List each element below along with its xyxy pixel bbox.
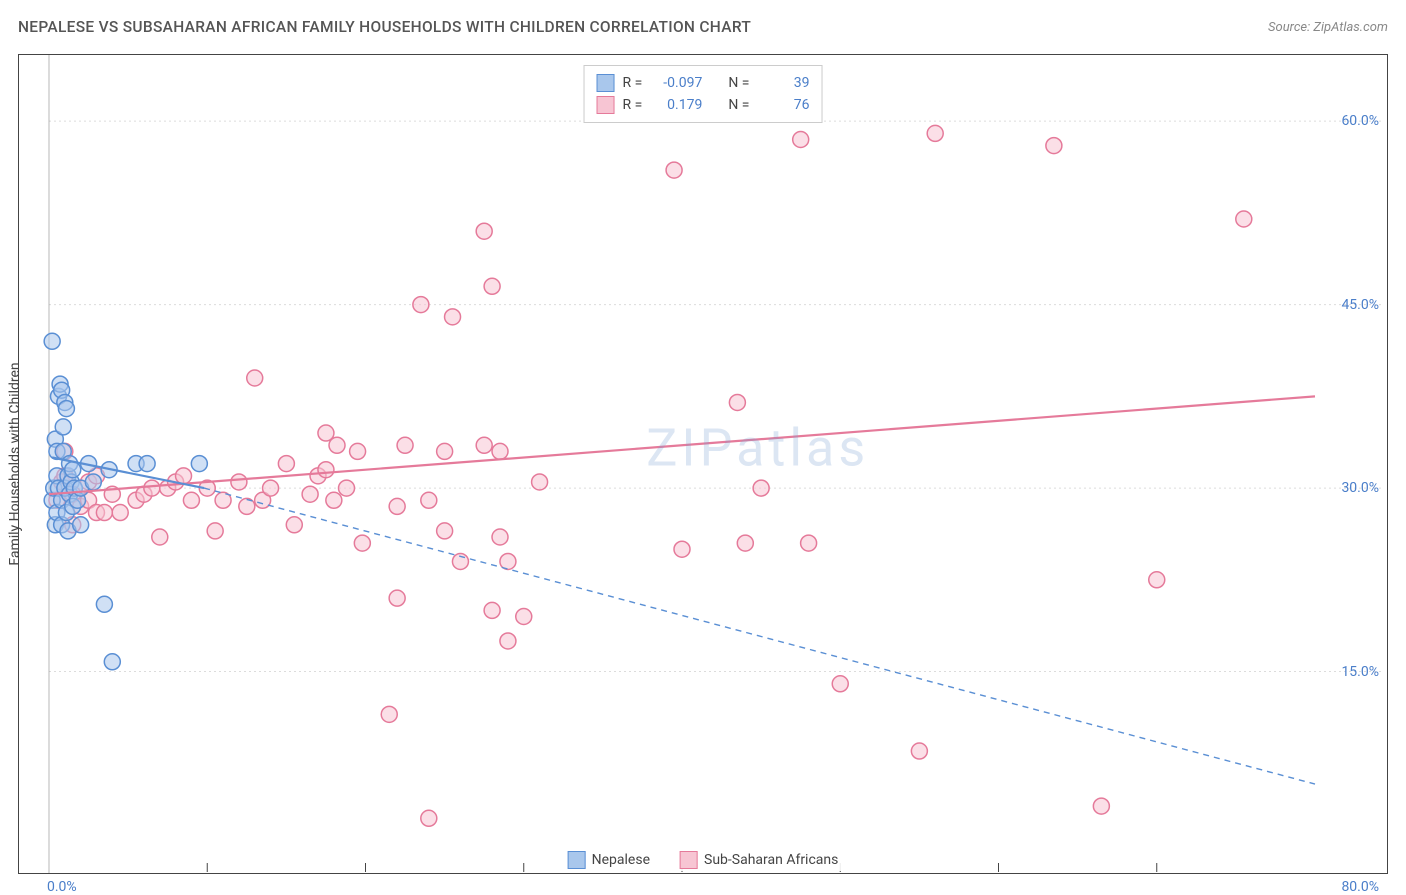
legend-label-nepalese: Nepalese	[592, 852, 650, 868]
legend-item-nepalese: Nepalese	[568, 851, 650, 869]
y-tick-label: 60.0%	[1341, 113, 1379, 129]
x-origin-label: 0.0%	[47, 879, 77, 895]
legend-label-subsaharan: Sub-Saharan Africans	[704, 852, 838, 868]
y-tick-label: 15.0%	[1341, 664, 1379, 680]
legend-row-nepalese: R = -0.097 N = 39	[597, 72, 810, 94]
chart-header: NEPALESE VS SUBSAHARAN AFRICAN FAMILY HO…	[18, 18, 1388, 36]
correlation-legend: R = -0.097 N = 39 R = 0.179 N = 76	[584, 65, 823, 123]
series-legend: Nepalese Sub-Saharan Africans	[560, 849, 847, 871]
swatch-subsaharan	[597, 96, 615, 114]
n-value-subsaharan: 76	[757, 97, 809, 113]
x-max-label: 80.0%	[1341, 879, 1379, 895]
source-attribution: Source: ZipAtlas.com	[1268, 20, 1388, 35]
n-label: N =	[728, 75, 749, 91]
r-value-subsaharan: 0.179	[650, 97, 702, 113]
y-tick-label: 45.0%	[1341, 297, 1379, 313]
r-value-nepalese: -0.097	[650, 75, 702, 91]
y-tick-label: 30.0%	[1341, 480, 1379, 496]
n-value-nepalese: 39	[757, 75, 809, 91]
chart-container: Family Households with Children ZIPatlas…	[18, 54, 1388, 874]
legend-row-subsaharan: R = 0.179 N = 76	[597, 94, 810, 116]
scatter-plot	[19, 55, 1387, 873]
swatch-nepalese-bottom	[568, 851, 586, 869]
swatch-subsaharan-bottom	[680, 851, 698, 869]
n-label: N =	[728, 97, 749, 113]
legend-item-subsaharan: Sub-Saharan Africans	[680, 851, 838, 869]
chart-title: NEPALESE VS SUBSAHARAN AFRICAN FAMILY HO…	[18, 18, 751, 36]
r-label: R =	[623, 75, 643, 91]
r-label: R =	[623, 97, 643, 113]
swatch-nepalese	[597, 74, 615, 92]
